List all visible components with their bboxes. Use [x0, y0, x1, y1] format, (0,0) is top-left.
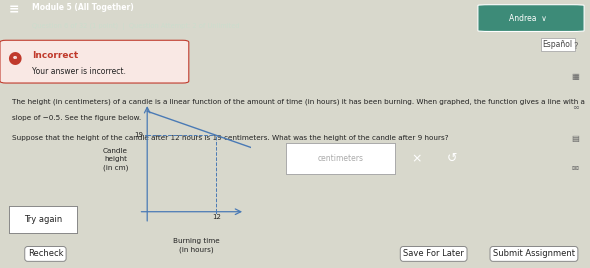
Text: Question 6 of 32 (1 point)  |  Question Attempt: 2 of Unlimited: Question 6 of 32 (1 point) | Question At…: [32, 23, 240, 29]
Text: Module 5 (All Together): Module 5 (All Together): [32, 3, 134, 12]
Text: Submit Assignment: Submit Assignment: [493, 250, 575, 258]
Text: ▦: ▦: [571, 72, 579, 81]
Text: Save For Later: Save For Later: [403, 250, 464, 258]
Text: ▤: ▤: [571, 133, 579, 143]
Text: Suppose that the height of the candle after 12 hours is 19 centimeters. What was: Suppose that the height of the candle af…: [12, 135, 448, 141]
Text: ?: ?: [573, 42, 578, 51]
Text: ×: ×: [411, 152, 421, 165]
Text: ↺: ↺: [447, 152, 457, 165]
Text: The height (in centimeters) of a candle is a linear function of the amount of ti: The height (in centimeters) of a candle …: [12, 98, 585, 105]
Text: e: e: [12, 55, 17, 60]
Text: Español: Español: [542, 40, 573, 49]
FancyBboxPatch shape: [0, 40, 189, 83]
Text: slope of −0.5. See the figure below.: slope of −0.5. See the figure below.: [12, 115, 141, 121]
Text: Try again: Try again: [24, 215, 62, 224]
Text: ✉: ✉: [572, 164, 579, 173]
Text: centimeters: centimeters: [318, 154, 363, 163]
Text: 12: 12: [212, 214, 221, 220]
Text: Burning time
(in hours): Burning time (in hours): [173, 239, 219, 253]
Text: Andrea  ∨: Andrea ∨: [509, 14, 547, 23]
FancyBboxPatch shape: [478, 5, 584, 31]
Text: Candle
height
(in cm): Candle height (in cm): [103, 148, 128, 171]
Text: Incorrect: Incorrect: [32, 51, 78, 60]
Text: Recheck: Recheck: [28, 250, 63, 258]
Text: 19: 19: [134, 132, 143, 138]
Text: ≡: ≡: [9, 4, 19, 17]
Text: ∞: ∞: [572, 103, 579, 112]
Text: ●: ●: [8, 49, 22, 66]
Text: Your answer is incorrect.: Your answer is incorrect.: [32, 67, 126, 76]
